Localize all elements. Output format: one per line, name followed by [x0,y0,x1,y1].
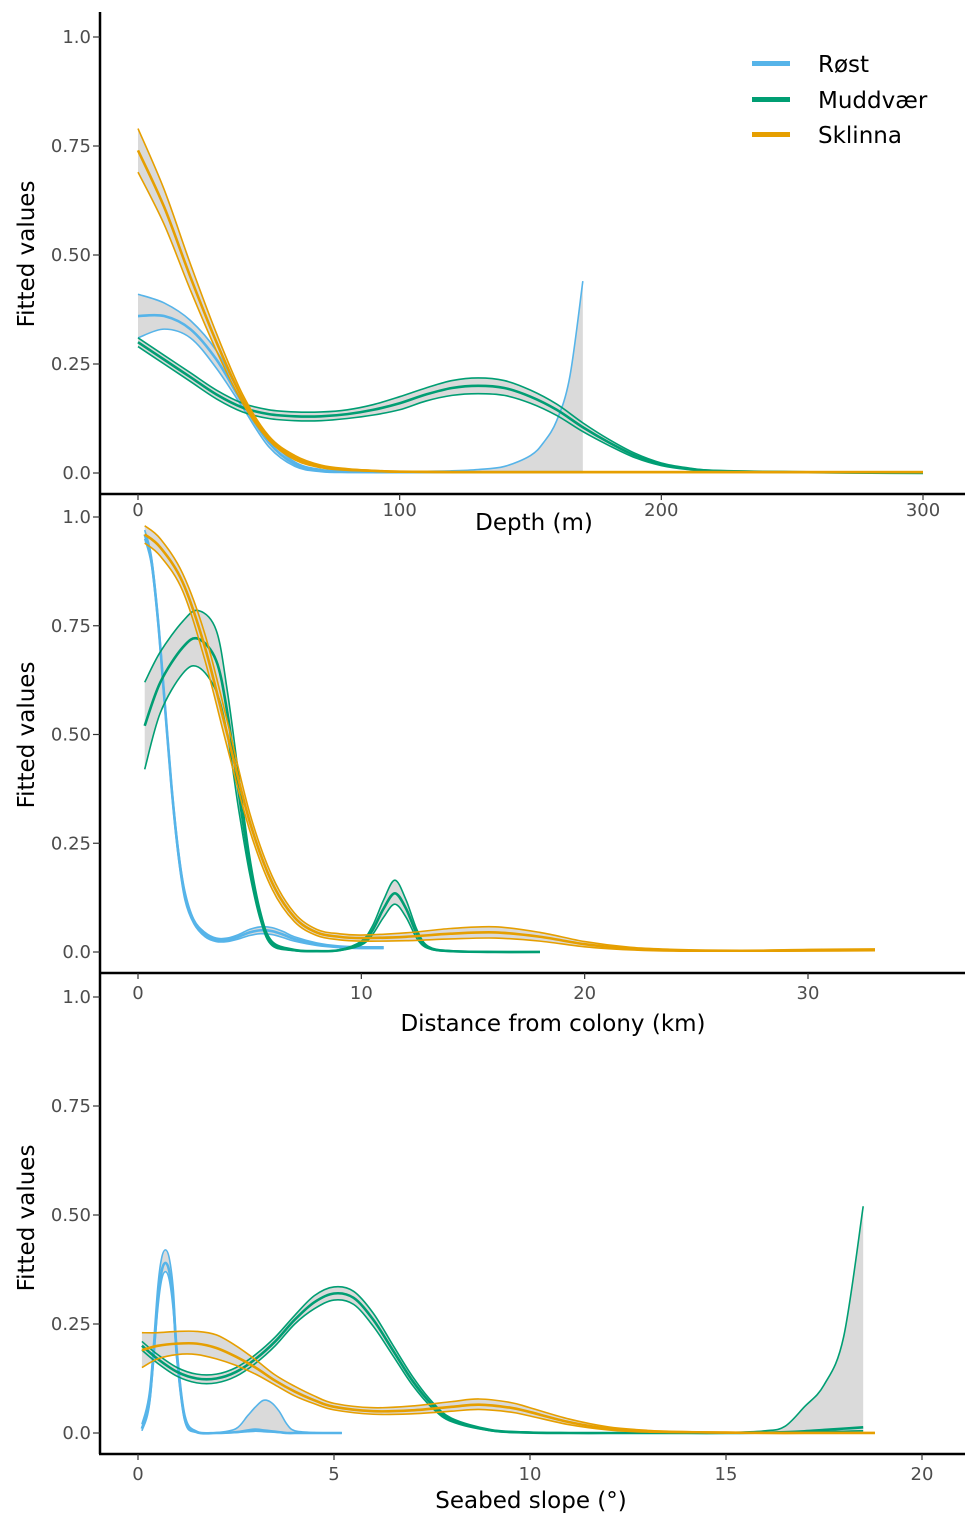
panel-slope: 0.0 0.25 0.50 0.75 1.0 0 5 10 15 20 Seabed slope … [14,973,965,1514]
ribbon-muddvaer [138,337,923,473]
fitted-line-sklinna [136,149,923,474]
panel-distance-ticks: 0.0 0.25 0.50 0.75 1.0 0 10 20 30 [51,507,820,1004]
x-tick-label: 20 [573,983,596,1004]
panel-slope-y-title: Fitted values [14,1145,40,1292]
legend-item-muddvaer: Muddvær [752,88,928,114]
x-tick-label: 0 [132,500,143,521]
upper-bound-rost [143,529,384,948]
panel-slope-axes [98,973,965,1456]
x-tick-label: 10 [350,983,373,1004]
x-tick-label: 5 [328,1464,339,1485]
panel-distance: 0.0 0.25 0.50 0.75 1.0 0 10 20 30 Distance from … [14,494,965,1037]
fitted-line-muddvaer [137,341,924,475]
legend-label-sklinna: Sklinna [818,123,902,149]
y-tick-label: 0.50 [51,245,91,266]
fitted-line-sklinna [143,533,876,953]
x-tick-label: 10 [519,1464,542,1485]
legend-key-muddvaer [752,97,790,102]
y-tick-label: 1.0 [62,507,91,528]
y-tick-label: 0.50 [51,725,91,746]
x-tick-label: 30 [797,983,820,1004]
y-tick-label: 0.0 [62,1423,91,1444]
panel-distance-lines [143,525,876,954]
legend-item-sklinna: Sklinna [752,123,902,149]
panel-depth-ticks: 0.0 0.25 0.50 0.75 1.0 0 100 200 300 [51,27,940,521]
y-tick-label: 0.75 [51,136,91,157]
y-tick-label: 0.0 [62,942,91,963]
x-tick-label: 0 [132,983,143,1004]
lower-bound-rost [143,538,384,950]
fitted-line-sklinna [141,1341,875,1435]
y-tick-label: 0.50 [51,1205,91,1226]
panel-slope-ticks: 0.0 0.25 0.50 0.75 1.0 0 5 10 15 20 [51,987,934,1485]
legend: Røst Muddvær Sklinna [752,52,928,149]
ribbon-rost [144,530,384,949]
y-tick-label: 0.75 [51,1096,91,1117]
panel-distance-axes [98,494,965,975]
panel-slope-lines [140,1206,875,1435]
x-tick-label: 100 [382,500,416,521]
legend-label-rost: Røst [818,52,869,78]
upper-bound-muddvaer [137,337,924,474]
upper-bound-muddvaer [141,1206,864,1434]
fitted-line-rost [140,1261,342,1435]
fitted-line-rost [143,534,384,950]
x-tick-label: 300 [906,500,940,521]
fitted-line-muddvaer [143,636,541,954]
panel-distance-x-title: Distance from colony (km) [400,1011,705,1037]
panel-depth-lines [136,128,924,475]
x-tick-label: 20 [911,1464,934,1485]
legend-key-sklinna [752,132,790,137]
panel-distance-y-title: Fitted values [14,662,40,809]
legend-key-rost [752,61,790,66]
lower-bound-muddvaer [143,665,541,953]
panel-slope-ribbons [141,1206,875,1434]
y-tick-label: 0.0 [62,463,91,484]
panel-depth: 0.0 0.25 0.50 0.75 1.0 0 100 200 300 Depth (m) F… [14,12,965,536]
panel-slope-x-title: Seabed slope (°) [435,1488,626,1514]
x-tick-label: 200 [644,500,678,521]
y-tick-label: 1.0 [62,987,91,1008]
y-tick-label: 0.25 [51,354,91,375]
y-tick-label: 0.75 [51,616,91,637]
x-tick-label: 0 [132,1464,143,1485]
y-tick-label: 0.25 [51,833,91,854]
panel-depth-y-title: Fitted values [14,181,40,328]
y-tick-label: 0.25 [51,1314,91,1335]
x-tick-label: 15 [715,1464,738,1485]
y-tick-label: 1.0 [62,27,91,48]
ribbon-muddvaer [141,1206,864,1434]
legend-label-muddvaer: Muddvær [818,88,928,114]
panel-depth-x-title: Depth (m) [475,510,593,536]
panel-depth-axes [98,12,965,496]
legend-item-rost: Røst [752,52,869,78]
ribbon-muddvaer [144,610,540,953]
